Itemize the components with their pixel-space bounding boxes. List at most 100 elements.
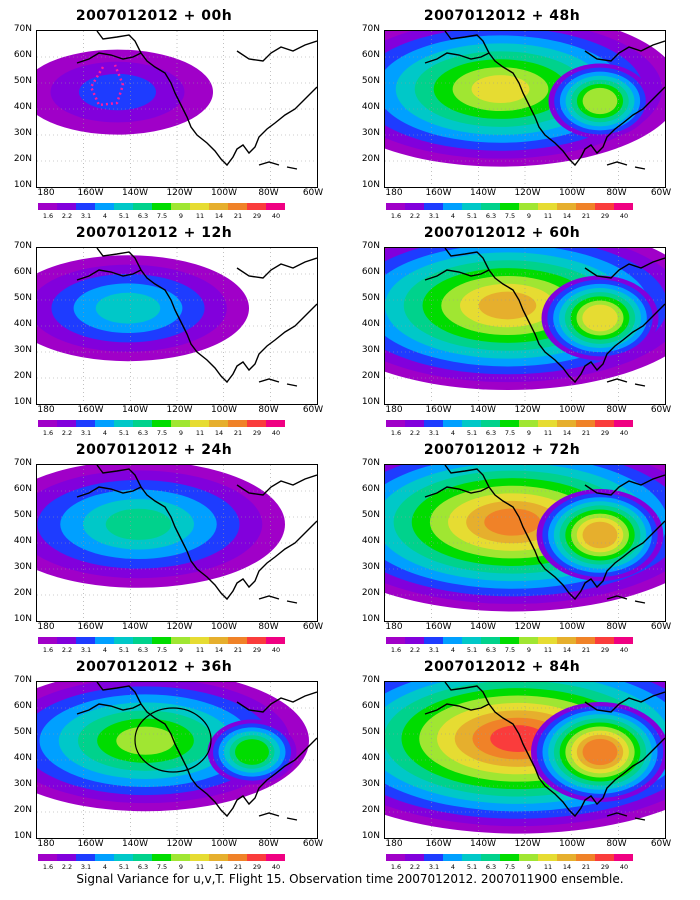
colorbar-label: 11 (543, 429, 553, 437)
coastline (584, 257, 665, 279)
latitude-label: 50N (361, 293, 380, 303)
coastline (258, 812, 298, 821)
colorbar-swatch (190, 420, 209, 427)
colorbar-swatch (538, 420, 557, 427)
longitude-label: 180 (385, 622, 403, 632)
colorbar-swatch (443, 203, 462, 210)
colorbar-swatch (614, 203, 633, 210)
latitude-label: 10N (361, 397, 380, 407)
colorbar-label: 11 (543, 212, 553, 220)
colorbar-label: 5.1 (466, 646, 478, 654)
coastline (584, 474, 665, 496)
colorbar-swatch (228, 637, 247, 644)
colorbar-swatch (386, 854, 405, 861)
colorbar-swatch (95, 854, 114, 861)
colorbar-swatch (462, 854, 481, 861)
colorbar-swatch (57, 420, 76, 427)
coastline (584, 691, 665, 713)
latitude-label: 50N (361, 76, 380, 86)
colorbar-swatch (228, 203, 247, 210)
map-panel: 2007012012 + 24h 70N 60N 50N 40N 30N 20N 10N 180… (4, 438, 334, 654)
colorbar-label: 6.3 (485, 212, 497, 220)
colorbar-label: 3.1 (80, 863, 92, 871)
colorbar-swatch (481, 854, 500, 861)
longitude-label: 60W (302, 188, 324, 198)
colorbar-label: 6.3 (485, 429, 497, 437)
colorbar-swatch (95, 420, 114, 427)
colorbar-label: 11 (195, 429, 205, 437)
coastline (424, 703, 490, 715)
colorbar-label: 6.3 (485, 863, 497, 871)
colorbar-label: 3.1 (428, 863, 440, 871)
map-frame (36, 247, 318, 405)
longitude-label: 100W (210, 622, 238, 632)
colorbar-swatch (386, 637, 405, 644)
map-frame (384, 247, 666, 405)
longitude-label: 120W (514, 622, 541, 632)
colorbar-swatch (266, 420, 285, 427)
colorbar-swatch (576, 854, 595, 861)
map-panel: 2007012012 + 72h 70N 60N 50N 40N 30N 20N 10N 180… (352, 438, 682, 654)
colorbar-swatch (114, 637, 133, 644)
longitude-label: 160W (77, 188, 104, 198)
colorbar-label: 3.1 (428, 429, 440, 437)
latitude-label: 40N (361, 102, 380, 112)
latitude-label: 30N (361, 562, 380, 572)
colorbar-swatch (171, 203, 190, 210)
longitude-label: 140W (469, 839, 497, 849)
colorbar-label: 21 (581, 212, 591, 220)
longitude-label: 80W (258, 839, 279, 849)
colorbar-label: 2.2 (61, 212, 73, 220)
colorbar-label: 2.2 (61, 429, 73, 437)
colorbar-swatch (171, 420, 190, 427)
colorbar-label: 29 (252, 646, 262, 654)
colorbar-swatch (38, 420, 57, 427)
colorbar-label: 2.2 (61, 863, 73, 871)
colorbar-swatch (576, 203, 595, 210)
colorbar-swatch (386, 420, 405, 427)
map-panel: 2007012012 + 60h 70N 60N 50N 40N 30N 20N 10N 180… (352, 221, 682, 437)
longitude-label: 160W (77, 405, 104, 415)
colorbar-swatch (405, 637, 424, 644)
longitude-label: 60W (650, 405, 672, 415)
longitude-label: 180 (385, 839, 403, 849)
colorbar-label: 40 (619, 863, 629, 871)
colorbar-swatch (209, 420, 228, 427)
colorbar-label: 14 (214, 646, 224, 654)
variance-contour (471, 75, 530, 104)
colorbar-label: 7.5 (156, 429, 168, 437)
coastline (96, 248, 317, 384)
map-panel: 2007012012 + 36h 70N 60N 50N 40N 30N 20N 10N 180… (4, 655, 334, 871)
map-frame (36, 464, 318, 622)
colorbar-swatch (443, 420, 462, 427)
latitude-label: 40N (13, 536, 32, 546)
latitude-label: 60N (13, 267, 32, 277)
colorbar-label: 5.1 (118, 212, 130, 220)
colorbar-swatch (462, 420, 481, 427)
latitude-label: 70N (361, 675, 380, 685)
colorbar-label: 21 (233, 212, 243, 220)
colorbar-label: 5.1 (118, 646, 130, 654)
coastline (424, 486, 490, 498)
longitude-label: 120W (166, 188, 193, 198)
latitude-label: 40N (13, 319, 32, 329)
colorbar-swatch (386, 203, 405, 210)
colorbar-swatch (133, 203, 152, 210)
colorbar-swatch (614, 854, 633, 861)
colorbar-swatch (57, 854, 76, 861)
panel-title: 2007012012 + 48h (423, 8, 581, 24)
colorbar-label: 4 (450, 863, 456, 871)
colorbar-swatch (576, 637, 595, 644)
latitude-label: 70N (13, 675, 32, 685)
colorbar-swatch (557, 637, 576, 644)
colorbar-swatch (190, 637, 209, 644)
colorbar-label: 9 (526, 863, 532, 871)
latitude-label: 60N (361, 267, 380, 277)
longitude-label: 80W (606, 405, 627, 415)
variance-contour (582, 304, 618, 332)
colorbar-swatch (424, 420, 443, 427)
colorbar-label: 29 (600, 212, 610, 220)
colorbar (386, 854, 633, 861)
latitude-label: 30N (13, 562, 32, 572)
coastline (258, 378, 298, 387)
